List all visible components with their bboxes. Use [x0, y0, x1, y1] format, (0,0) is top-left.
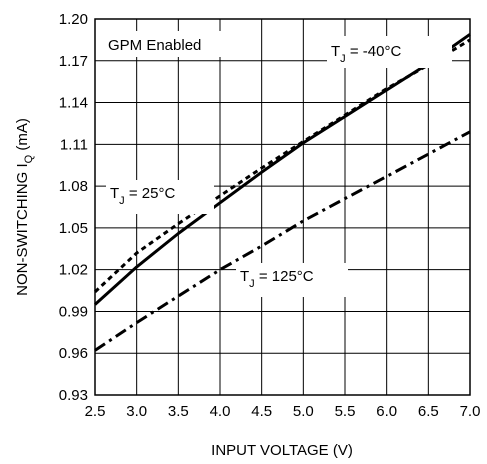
- y-tick-label: 1.20: [59, 11, 88, 28]
- y-tick-label: 1.05: [59, 220, 88, 237]
- x-tick-label: 5.0: [293, 403, 314, 420]
- x-tick-label: 7.0: [460, 403, 481, 420]
- tj-25-sub: J: [119, 195, 125, 207]
- x-axis-title: INPUT VOLTAGE (V): [211, 442, 353, 459]
- y-tick-label: 1.11: [60, 136, 88, 153]
- x-tick-labels: 2.5 3.0 3.5 4.0 4.5 5.0 5.5 6.0 6.5 7.0: [85, 403, 481, 420]
- y-tick-label: 1.17: [59, 53, 88, 70]
- plot-frame: [94, 18, 471, 396]
- tj-25-label-bg: [106, 180, 214, 214]
- tj-125-label-bg: [236, 263, 348, 297]
- tj-minus40-t: T: [331, 43, 340, 60]
- y-tick-label: 1.02: [59, 262, 88, 279]
- tj-25-t: T: [110, 185, 119, 202]
- x-tick-label: 6.5: [418, 403, 439, 420]
- x-tick-label: 6.0: [376, 403, 397, 420]
- y-tick-label: 0.96: [59, 345, 88, 362]
- y-tick-label: 1.14: [59, 95, 88, 112]
- gpm-label-bg: [102, 31, 232, 57]
- series-group: [93, 33, 471, 352]
- x-tick-label: 2.5: [85, 403, 106, 420]
- x-tick-label: 5.5: [335, 403, 356, 420]
- y-tick-label: 0.99: [59, 303, 88, 320]
- y-tick-label: 1.08: [59, 178, 88, 195]
- y-tick-label: 0.93: [59, 387, 88, 404]
- tj-125-sub: J: [249, 278, 255, 290]
- x-tick-label: 3.0: [126, 403, 147, 420]
- gpm-enabled-label: GPM Enabled: [108, 37, 201, 54]
- tj-25-label: TJ = 25°C: [110, 185, 175, 207]
- y-axis-title-sub: Q: [23, 154, 35, 163]
- tj-minus40-value: = -40°C: [346, 43, 402, 60]
- tj-125-t: T: [240, 268, 249, 285]
- tj-125-value: = 125°C: [255, 268, 314, 285]
- series-line-dashed: [93, 38, 471, 293]
- x-tick-label: 4.0: [210, 403, 231, 420]
- y-axis-title-main: NON-SWITCHING I: [14, 163, 31, 296]
- tj-25-value: = 25°C: [125, 185, 176, 202]
- x-tick-label: 3.5: [168, 403, 189, 420]
- tj-m40-label-bg: [327, 36, 452, 68]
- y-axis-title: NON-SWITCHING IQ (mA): [14, 118, 35, 296]
- tj-125-label: TJ = 125°C: [240, 268, 314, 290]
- x-tick-label: 4.5: [251, 403, 272, 420]
- y-axis-title-unit: (mA): [14, 118, 31, 155]
- y-tick-labels: 1.20 1.17 1.14 1.11 1.08 1.05 1.02 0.99 0.96 0.93: [59, 11, 88, 404]
- tj-minus40-sub: J: [340, 53, 346, 65]
- tj-minus40-label: TJ = -40°C: [331, 43, 401, 65]
